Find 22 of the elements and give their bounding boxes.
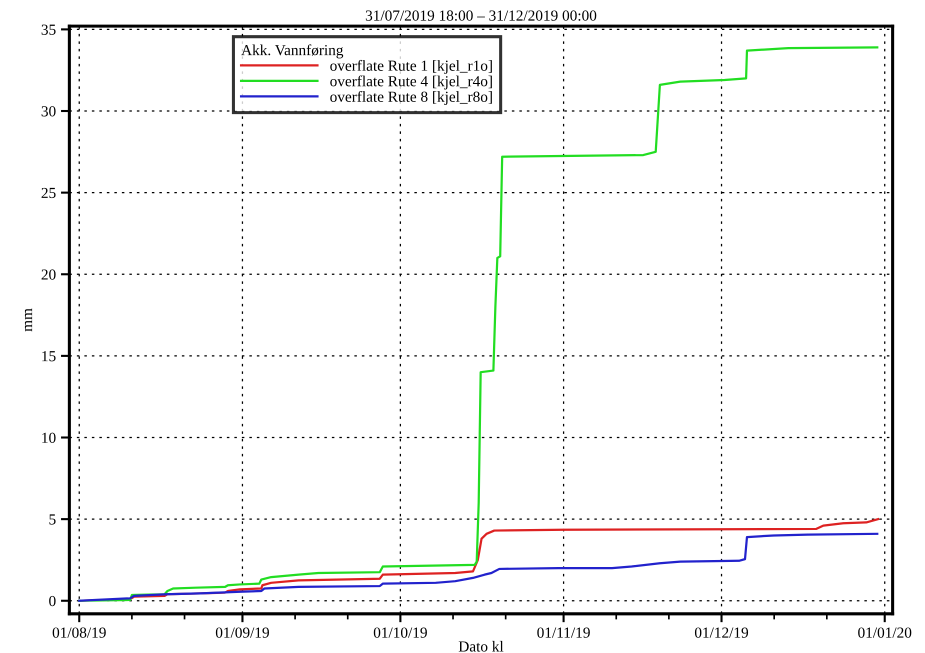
y-tick-label: 35 [42, 24, 56, 35]
x-axis-title: Dato kl [458, 640, 504, 652]
legend-label: overflate Rute 4 [kjel_r4o] [330, 75, 492, 90]
x-tick-label: 01/11/19 [537, 627, 590, 638]
x-tick-label: 01/09/19 [216, 627, 269, 638]
x-tick-label: 01/01/20 [858, 627, 912, 638]
chart-title: 31/07/2019 18:00 – 31/12/2019 00:00 [366, 10, 596, 21]
y-tick-label: 0 [49, 596, 56, 606]
y-tick-label: 30 [42, 106, 56, 116]
y-tick-label: 10 [42, 432, 56, 443]
x-tick-label: 01/12/19 [694, 627, 748, 638]
y-tick-label: 15 [42, 351, 56, 362]
legend-label: overflate Rute 8 [kjel_r8o] [330, 90, 492, 106]
y-tick-label: 25 [42, 188, 56, 198]
x-tick-label: 01/08/19 [52, 627, 106, 638]
x-tick-label: 01/10/19 [374, 627, 427, 638]
y-tick-label: 5 [49, 514, 56, 525]
y-axis-title: mm [24, 308, 32, 332]
y-tick-label: 20 [42, 269, 56, 280]
legend-title: Akk. Vannføring [241, 44, 344, 58]
line-series [78, 532, 878, 602]
legend-label: overflate Rute 1 [kjel_r1o] [330, 60, 492, 74]
